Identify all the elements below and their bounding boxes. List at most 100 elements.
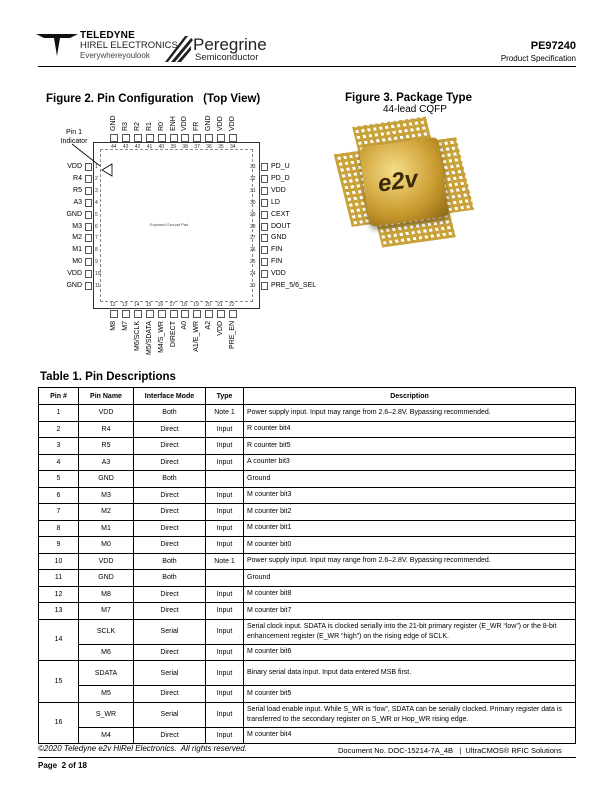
- pin-label: PRE_EN: [229, 321, 236, 350]
- table-row: 14 SCLK Serial Input Serial clock input. SDA…: [38, 618, 576, 661]
- description-cell: Power supply input. Input may range from…: [243, 552, 576, 570]
- pin-label: R0: [157, 122, 165, 131]
- pin-name-cell: M2: [78, 503, 134, 521]
- pin-pad: [133, 310, 142, 318]
- interface-mode-cell: Serial: [133, 701, 206, 728]
- pin-label: A0: [181, 321, 189, 330]
- pin-pad: [261, 246, 268, 255]
- table-row: M5 Direct Input M counter bit5: [39, 685, 576, 703]
- table-row: 2 R4 Direct Input R counter bit4: [38, 420, 576, 438]
- pin-number: 3: [95, 187, 98, 194]
- pin-number: 12: [110, 302, 116, 308]
- pin-number-cell: 13: [38, 602, 79, 620]
- interface-mode-cell: Serial: [133, 618, 206, 645]
- pin-name-cell: SDATA: [78, 660, 134, 686]
- table-row: M4 Direct Input M counter bit4: [39, 726, 576, 744]
- pin-label: M5/SDATA: [145, 321, 153, 355]
- type-cell: Input: [205, 420, 244, 438]
- pin-number-cell: 14: [38, 618, 79, 661]
- type-cell: Input: [205, 536, 244, 554]
- figure2-title: Figure 2. Pin Configuration (Top View): [46, 93, 261, 105]
- pin-label: PRE_5/6_SEL: [271, 282, 317, 289]
- header-divider: [38, 66, 576, 67]
- pin-label: M1: [72, 246, 82, 254]
- interface-mode-cell: Direct: [133, 503, 206, 521]
- interface-mode-cell: Direct: [133, 643, 206, 661]
- pin-number-cell: 12: [38, 585, 79, 603]
- interface-mode-cell: Both: [133, 404, 206, 422]
- table-row: 3 R5 Direct Input R counter bit5: [38, 437, 576, 455]
- pin-label: VDD: [181, 116, 189, 131]
- description-cell: M counter bit7: [243, 602, 576, 620]
- table-row: 15 SDATA Serial Input Binary serial data inp…: [38, 660, 576, 703]
- pin-number: 5: [95, 211, 98, 218]
- description-cell: M counter bit0: [243, 536, 576, 554]
- pin-number: 7: [95, 235, 98, 242]
- pin-label: VDD: [271, 186, 286, 194]
- pin-label: DIRECT: [169, 321, 177, 348]
- teledyne-logo-icon: [36, 34, 78, 56]
- type-cell: Note 1: [205, 404, 244, 422]
- pin-name-cell: VDD: [78, 552, 134, 570]
- pin-pad: [85, 174, 92, 183]
- pin-name-cell: GND: [78, 569, 134, 587]
- pin-pad: [145, 310, 154, 318]
- page-number: Page 2 of 18: [38, 761, 87, 770]
- figure3-subtitle: 44-lead CQFP: [383, 104, 447, 115]
- pin-pad: [85, 198, 92, 207]
- pin-number: 30: [250, 199, 256, 206]
- description-cell: Ground: [243, 470, 576, 488]
- description-cell: R counter bit5: [243, 437, 576, 455]
- pin-number-cell: 9: [38, 536, 79, 554]
- pin-number: 33: [250, 164, 256, 170]
- table-row: 1 VDD Both Note 1 Power supply input. Input …: [38, 404, 576, 422]
- brand-teledyne: TELEDYNE: [80, 30, 135, 41]
- pin-number-cell: 1: [38, 404, 79, 422]
- pin-number: 24: [250, 271, 256, 278]
- pin-number: 26: [250, 247, 256, 254]
- table-title: Table 1. Pin Descriptions: [40, 371, 176, 383]
- pin-label: A2: [205, 321, 213, 330]
- pin-pad: [85, 246, 92, 255]
- pin-number-cell: 16: [38, 701, 79, 744]
- pin-pad: [217, 310, 226, 318]
- table-row: 7 M2 Direct Input M counter bit2: [38, 503, 576, 521]
- type-cell: Input: [205, 685, 244, 703]
- pin-pad: [193, 310, 202, 318]
- pin-number: 14: [133, 302, 140, 308]
- pin-pad: [229, 134, 237, 142]
- pin-number: 35: [218, 144, 224, 150]
- pin-pad: [85, 222, 92, 231]
- pin-name-cell: SCLK: [78, 618, 134, 645]
- pin-number: 21: [217, 302, 223, 308]
- pin-number: 44: [111, 144, 117, 150]
- pin-label: M2: [72, 234, 82, 242]
- pin-name-cell: M5: [78, 685, 134, 703]
- pin-number-cell: 3: [38, 437, 79, 455]
- pin-descriptions-table: Pin # Pin Name Interface Mode Type Descr…: [38, 387, 576, 744]
- table-row: 12 M8 Direct Input M counter bit8: [38, 585, 576, 603]
- package-photo: e2v: [342, 120, 466, 244]
- description-cell: M counter bit6: [243, 643, 576, 661]
- type-cell: Input: [205, 453, 244, 471]
- interface-mode-cell: Direct: [133, 486, 206, 504]
- interface-mode-cell: Both: [133, 470, 206, 488]
- interface-mode-cell: Direct: [133, 519, 206, 537]
- pin-pad: [229, 310, 237, 318]
- pin-name-cell: VDD: [78, 404, 134, 422]
- pin-pad: [261, 270, 268, 279]
- brand-tagline: Everywhereyoulook: [80, 51, 150, 60]
- table-row: 16 S_WR Serial Input Serial load enable inpu…: [38, 701, 576, 744]
- interface-mode-cell: Direct: [133, 437, 206, 455]
- pin-name-cell: R5: [78, 437, 134, 455]
- pin-label: R4: [73, 174, 82, 182]
- pin-name-cell: M3: [78, 486, 134, 504]
- pin-label: M7: [121, 321, 129, 331]
- pin-label: FIN: [271, 246, 283, 254]
- type-cell: Input: [205, 503, 244, 521]
- pin-label: GND: [66, 282, 82, 289]
- description-cell: M counter bit3: [243, 486, 576, 504]
- pin-label: FR: [193, 121, 201, 131]
- interface-mode-cell: Direct: [133, 585, 206, 603]
- pin-label: LD: [271, 198, 280, 206]
